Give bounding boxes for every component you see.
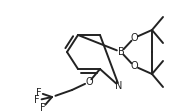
Text: O: O bbox=[130, 61, 138, 71]
Text: N: N bbox=[115, 81, 123, 91]
Text: O: O bbox=[85, 77, 93, 87]
Text: O: O bbox=[130, 33, 138, 43]
Text: F: F bbox=[34, 95, 40, 105]
Text: F: F bbox=[40, 103, 45, 111]
Text: B: B bbox=[118, 47, 124, 57]
Text: F: F bbox=[36, 88, 42, 98]
